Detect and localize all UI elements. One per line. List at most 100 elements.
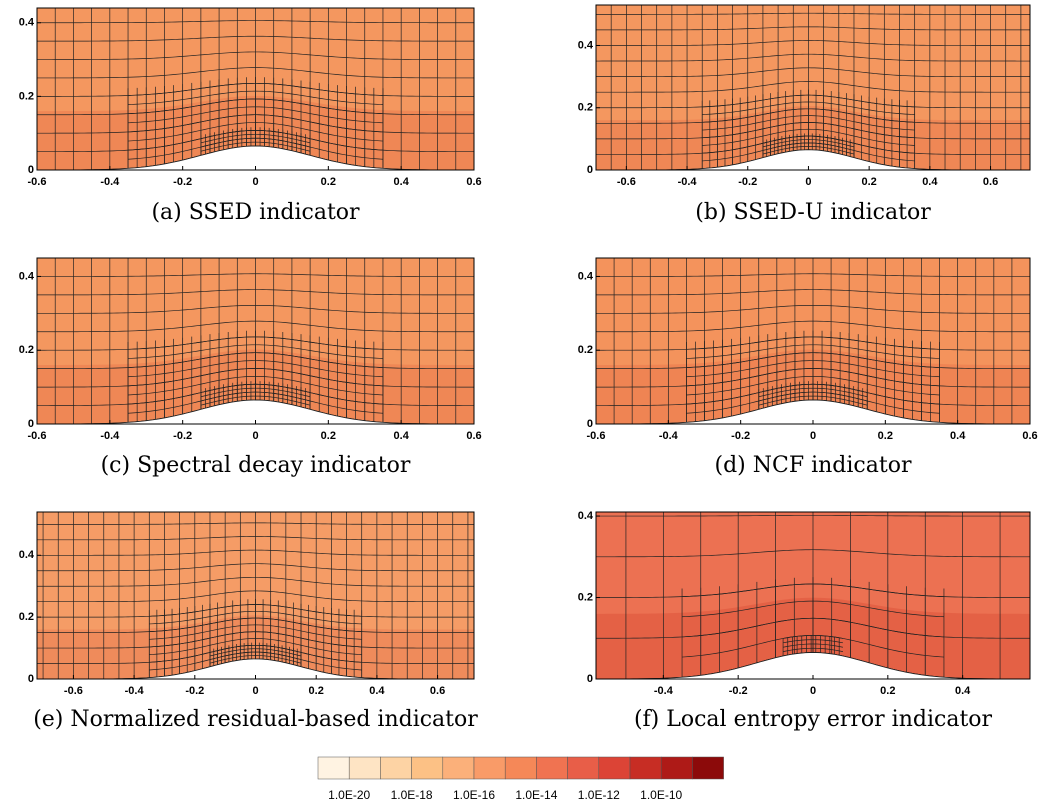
- y-tick-label: 0: [587, 673, 593, 685]
- mesh-line: [128, 122, 383, 142]
- mesh-line: [149, 604, 362, 617]
- mesh: [596, 512, 1030, 679]
- mesh-line: [128, 90, 383, 105]
- colorbar-swatch: [473, 756, 506, 780]
- mesh-line: [37, 35, 474, 42]
- x-tick-label: 0.6: [466, 430, 481, 442]
- mesh-line: [762, 135, 855, 144]
- x-tick-label: -0.4: [654, 685, 674, 697]
- x-tick-label: 0: [252, 430, 258, 442]
- mesh-line: [209, 651, 302, 660]
- colorbar-swatch: [629, 756, 662, 780]
- caption: (e) Normalized residual-based indicator: [33, 707, 478, 732]
- y-tick-label: 0.4: [578, 270, 594, 282]
- caption: (b) SSED-U indicator: [695, 200, 931, 225]
- mesh-line: [682, 600, 944, 618]
- x-tick-label: 0.2: [321, 176, 336, 188]
- mesh-line: [149, 610, 362, 625]
- mesh-line: [200, 141, 311, 152]
- mesh-line: [37, 576, 474, 587]
- colorbar-label: 1.0E-16: [453, 788, 495, 802]
- mesh-line: [128, 360, 383, 378]
- mesh-line: [128, 352, 383, 368]
- x-tick-label: 0.6: [983, 176, 998, 188]
- mesh-line: [128, 114, 383, 133]
- mesh-line: [762, 142, 855, 151]
- mesh-line: [702, 122, 915, 139]
- x-tick-label: 0: [810, 430, 816, 442]
- mesh-line: [783, 639, 843, 644]
- y-tick-label: 0.4: [19, 549, 35, 561]
- x-tick-label: 0.4: [394, 176, 410, 188]
- mesh: [596, 5, 1030, 170]
- mesh-line: [686, 344, 940, 359]
- caption: (a) SSED indicator: [151, 200, 360, 225]
- x-tick-label: 0.4: [950, 430, 966, 442]
- mesh-line: [596, 40, 1030, 46]
- colorbar-label: 1.0E-10: [640, 788, 682, 802]
- colorbar-label: 1.0E-20: [328, 788, 370, 802]
- mesh-line: [37, 51, 474, 60]
- mesh-line: [758, 387, 868, 398]
- x-tick-label: 0.4: [394, 430, 410, 442]
- x-tick-label: -0.2: [185, 685, 204, 697]
- mesh-line: [37, 273, 474, 277]
- mesh-line: [758, 395, 868, 406]
- y-tick-label: 0: [28, 418, 34, 430]
- mesh-line: [758, 383, 868, 393]
- x-tick-label: 0.2: [309, 685, 324, 697]
- x-tick-label: 0: [810, 685, 816, 697]
- wall: [596, 652, 1030, 679]
- mesh-line: [762, 139, 855, 148]
- mesh-line: [37, 320, 474, 333]
- mesh-line: [128, 82, 383, 96]
- y-tick-label: 0.2: [19, 344, 34, 356]
- mesh-line: [758, 391, 868, 402]
- mesh-line: [37, 304, 474, 314]
- y-tick-label: 0: [28, 164, 34, 176]
- x-tick-label: -0.6: [64, 685, 83, 697]
- mesh: [37, 258, 474, 424]
- mesh-line: [200, 391, 311, 402]
- mesh-line: [686, 352, 940, 368]
- mesh-line: [37, 67, 474, 79]
- y-tick-label: 0.2: [578, 102, 593, 114]
- colorbar-label: 1.0E-14: [515, 788, 557, 802]
- caption: (f) Local entropy error indicator: [634, 707, 993, 732]
- mesh-line: [37, 289, 474, 296]
- colorbar-label: 1.0E-18: [391, 788, 433, 802]
- x-tick-label: -0.6: [28, 430, 47, 442]
- mesh-line: [200, 137, 311, 148]
- mesh-line: [128, 376, 383, 396]
- mesh-line: [209, 648, 302, 657]
- x-tick-label: 0: [252, 176, 258, 188]
- x-tick-label: 0.6: [430, 685, 445, 697]
- mesh-line: [686, 360, 940, 378]
- mesh: [37, 512, 474, 679]
- mesh-line: [149, 631, 362, 648]
- mesh-line: [128, 106, 383, 124]
- mesh-line: [762, 145, 855, 155]
- x-tick-label: 0.2: [321, 430, 336, 442]
- x-tick-label: -0.2: [738, 176, 757, 188]
- mesh-line: [702, 115, 915, 131]
- colorbar-swatch: [660, 756, 693, 780]
- y-tick-label: 0.2: [578, 344, 593, 356]
- x-tick-label: -0.6: [587, 430, 606, 442]
- colorbar-swatch: [536, 756, 568, 780]
- x-tick-label: 0.2: [878, 430, 893, 442]
- x-tick-label: -0.2: [729, 685, 748, 697]
- mesh-line: [686, 336, 940, 350]
- y-tick-label: 0: [28, 673, 34, 685]
- mesh-line: [596, 53, 1030, 62]
- x-tick-label: 0.4: [955, 685, 971, 697]
- x-tick-label: -0.2: [173, 176, 192, 188]
- mesh-line: [596, 549, 1030, 558]
- colorbar-swatch: [692, 756, 724, 780]
- colorbar-swatch: [504, 756, 537, 780]
- y-tick-label: 0.4: [578, 39, 594, 51]
- mesh-line: [596, 273, 1030, 277]
- mesh-line: [686, 376, 940, 396]
- x-tick-label: -0.2: [173, 430, 192, 442]
